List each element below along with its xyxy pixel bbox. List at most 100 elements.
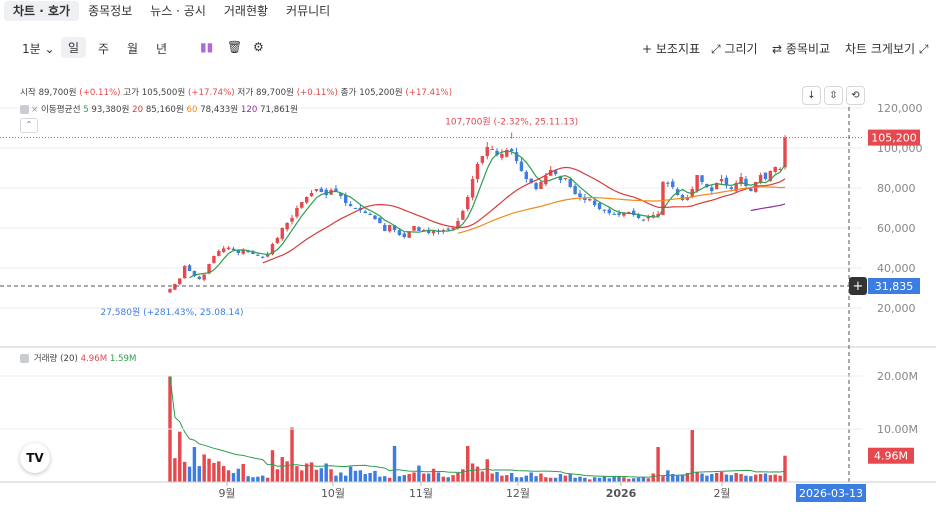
tab-news[interactable]: 뉴스 · 공시 <box>150 4 206 18</box>
volume-bar <box>768 475 773 482</box>
candle-body <box>397 230 402 235</box>
price-tick-label: 120,000 <box>877 102 923 115</box>
candle-body <box>251 251 255 254</box>
volume-bar <box>612 476 616 482</box>
volume-bar <box>192 447 197 482</box>
price-tick-label: 20,000 <box>877 302 916 315</box>
candle-body <box>217 251 221 256</box>
collapse-icon[interactable]: ⇳ <box>824 86 843 105</box>
x-tick-label: 2월 <box>713 487 730 500</box>
candle-body <box>592 200 597 205</box>
volume-bar <box>207 458 211 482</box>
volume-bar <box>246 476 250 482</box>
ma5-line <box>189 150 786 279</box>
volume-bar <box>744 475 748 482</box>
volume-bar <box>217 461 221 482</box>
candle-body <box>714 183 719 190</box>
ma-label: 이동평균선 <box>40 105 81 115</box>
volume-bar <box>197 466 201 482</box>
volume-bar <box>392 445 397 482</box>
volume-bar <box>763 473 768 482</box>
candle-body <box>202 274 206 280</box>
volume-bar <box>607 478 611 482</box>
volume-bar <box>231 472 236 482</box>
period-month[interactable]: 월 <box>127 42 139 56</box>
candle-body <box>656 214 660 217</box>
arrow-down-icon[interactable]: ↓ <box>802 86 821 105</box>
candle-body <box>304 197 309 203</box>
volume-bar <box>412 472 416 482</box>
tab-stock-info[interactable]: 종목정보 <box>88 4 133 18</box>
crosshair-date-label: 2026-03-13 <box>799 487 863 500</box>
tab-trading[interactable]: 거래현황 <box>223 4 269 18</box>
volume-bar <box>290 427 294 482</box>
collapse-legend-button[interactable]: ⌃ <box>20 118 38 133</box>
last-price-tag <box>868 129 920 146</box>
volume-bar <box>353 470 358 482</box>
volume-bar <box>466 445 470 482</box>
interval-select[interactable]: 1분 ⌄ <box>22 40 55 57</box>
ma60-value: 78,433원 <box>200 105 239 115</box>
volume-ma-value: 1.59M <box>109 354 137 364</box>
volume-bar <box>758 474 763 482</box>
candle-body <box>773 167 777 172</box>
candle-body <box>617 213 621 215</box>
price-chart[interactable]: 20,00040,00060,00080,000100,000120,00010… <box>0 70 936 515</box>
candle-style-icon[interactable]: ▮▮ <box>200 40 214 54</box>
close-icon[interactable]: × <box>31 105 39 115</box>
high-annotation: 107,700원 (-2.32%, 25.11.13) <box>445 117 578 128</box>
ma120-value: 71,861원 <box>260 105 299 115</box>
volume-bar <box>329 469 333 482</box>
eye-icon[interactable] <box>20 354 29 363</box>
candle-body <box>475 164 480 179</box>
indicator-button[interactable]: + 보조지표 <box>642 42 701 56</box>
draw-button[interactable]: ⤢ 그리기 <box>711 42 758 56</box>
candle-body <box>383 224 387 231</box>
volume-bar <box>773 474 777 482</box>
ma-legend: × 이동평균선 5 93,380원 20 85,160원 60 78,433원 … <box>20 103 298 115</box>
candle-body <box>758 175 763 183</box>
low-annotation: 27,580원 (+281.43%, 25.08.14) <box>100 307 243 318</box>
candle-body <box>680 195 685 200</box>
volume-bar <box>304 463 309 482</box>
compare-button[interactable]: ⇄ 종목비교 <box>772 42 831 56</box>
candle-body <box>500 154 504 158</box>
volume-bar <box>588 479 592 482</box>
candle-body <box>373 215 377 219</box>
fullscreen-button[interactable]: 차트 크게보기 ⤢ <box>845 42 929 56</box>
last-volume-tag <box>868 447 914 464</box>
tab-community[interactable]: 커뮤니티 <box>286 4 331 18</box>
candle-body <box>588 199 592 201</box>
volume-bar <box>690 430 694 482</box>
reset-icon[interactable]: ⟲ <box>846 86 865 105</box>
plus-glyph: + <box>853 279 864 294</box>
volume-bar <box>622 477 626 482</box>
candle-body <box>236 250 241 253</box>
eye-icon[interactable] <box>20 105 29 114</box>
x-tick-label: 10월 <box>321 487 345 500</box>
ma20-value: 85,160원 <box>145 105 184 115</box>
volume-bar <box>358 470 363 482</box>
volume-bar <box>685 472 690 482</box>
candle-body <box>563 178 568 179</box>
volume-bar <box>182 461 187 482</box>
period-week[interactable]: 주 <box>98 42 110 56</box>
close-value: 105,200원 <box>359 88 403 98</box>
tradingview-logo[interactable]: TV <box>20 443 50 473</box>
period-year[interactable]: 년 <box>156 42 168 56</box>
volume-bar <box>275 469 280 482</box>
gear-icon[interactable]: ⚙ <box>253 40 264 54</box>
candle-body <box>573 185 577 194</box>
close-label: 종가 <box>340 88 357 98</box>
period-day[interactable]: 일 <box>61 37 87 58</box>
candle-body <box>495 150 499 155</box>
volume-bar <box>568 473 572 482</box>
candle-body <box>446 228 450 230</box>
trash-icon[interactable]: 🗑 <box>227 40 243 54</box>
volume-bar <box>700 473 704 482</box>
tab-chart[interactable]: 차트 · 호가 <box>4 1 80 21</box>
chart-toolbar: 1분 ⌄ 일 주 월 년 ▮▮ 🗑 ⚙ + 보조지표 ⤢ 그리기 ⇄ 종목비교 … <box>0 34 936 64</box>
volume-label: 거래량 (20) <box>33 354 78 364</box>
candle-body <box>182 266 187 279</box>
volume-bar <box>549 477 553 482</box>
